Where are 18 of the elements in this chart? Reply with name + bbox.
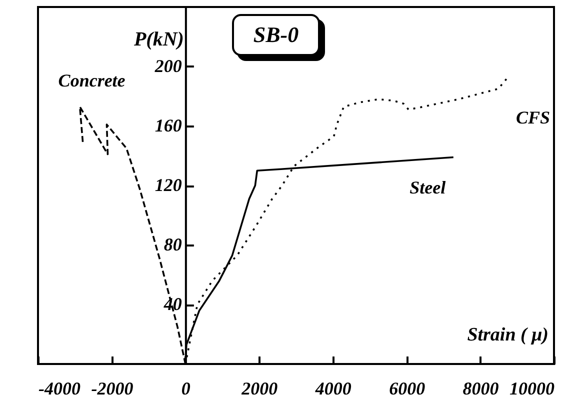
x-tick-label: -4000	[38, 378, 80, 398]
x-tick-label: 2000	[240, 378, 278, 398]
x-tick-label: -2000	[91, 378, 134, 398]
series-label: CFS	[516, 108, 550, 128]
y-tick-label: 200	[154, 56, 182, 76]
y-axis-title: P(kN)	[132, 28, 184, 50]
x-tick-label: 0	[181, 378, 190, 398]
x-tick-label: 10000	[510, 378, 554, 398]
y-tick-label: 160	[154, 116, 182, 136]
x-tick-label: 6000	[389, 378, 426, 398]
x-axis-title: Strain ( μ)	[467, 324, 548, 346]
text: SB-0	[232, 14, 320, 56]
y-tick-label: 80	[164, 234, 182, 254]
x-tick-label: 8000	[462, 378, 499, 398]
y-tick-label: 120	[154, 175, 182, 195]
series-label: Concrete	[58, 70, 126, 90]
x-tick-label: 4000	[314, 378, 352, 398]
series-label: Steel	[410, 177, 446, 198]
